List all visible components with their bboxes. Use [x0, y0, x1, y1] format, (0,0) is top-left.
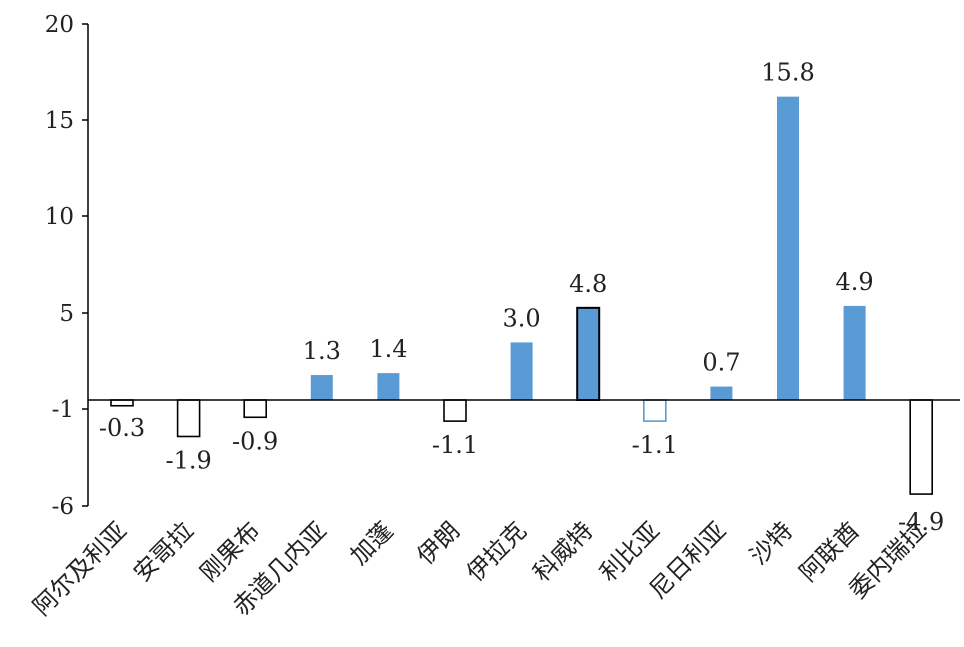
- data-label: 0.7: [702, 349, 740, 377]
- data-label: -1.9: [165, 446, 211, 474]
- bar: [710, 386, 733, 400]
- bar: [510, 342, 533, 400]
- data-label: -0.3: [99, 414, 145, 442]
- bar: [843, 305, 866, 400]
- category-label: 安哥拉: [128, 516, 199, 587]
- data-label: -1.1: [432, 431, 478, 459]
- category-label: 加蓬: [345, 516, 399, 570]
- bar: [443, 399, 467, 422]
- data-label: -1.1: [632, 431, 678, 459]
- y-tick-label: 20: [45, 12, 74, 38]
- data-label: 1.3: [303, 337, 341, 365]
- bar: [642, 399, 667, 422]
- data-label: 4.8: [569, 270, 607, 298]
- bar: [576, 306, 601, 401]
- category-label: 沙特: [745, 516, 799, 570]
- data-label: -0.9: [232, 427, 278, 455]
- y-tick-label: 5: [59, 301, 74, 327]
- data-label: 1.4: [369, 335, 407, 363]
- category-label: 伊拉克: [461, 516, 532, 587]
- bar: [377, 373, 400, 400]
- bar: [909, 399, 934, 495]
- data-label: 3.0: [503, 304, 541, 332]
- bar: [310, 375, 333, 400]
- bar: [110, 399, 134, 407]
- bar: [777, 96, 799, 400]
- data-labels: -0.3 -1.9 -0.9 1.3 1.4 -1.1 3.0 4.8 -1.1 0.7 15.8 4…: [99, 59, 944, 536]
- y-tick-label: 10: [45, 204, 74, 230]
- category-label: 阿尔及利亚: [28, 516, 133, 621]
- data-label: -4.9: [898, 508, 944, 536]
- y-tick-label: -6: [52, 494, 74, 520]
- y-axis: 20 15 10 5 -1 -6: [45, 12, 89, 520]
- bar: [243, 399, 267, 419]
- data-label: 15.8: [761, 59, 814, 87]
- y-tick-label: -1: [52, 397, 74, 423]
- data-label: 4.9: [836, 268, 874, 296]
- bars: [110, 96, 934, 495]
- category-label: 伊朗: [412, 516, 466, 570]
- y-tick-label: 15: [45, 108, 74, 134]
- category-label: 科威特: [528, 516, 599, 587]
- bar: [176, 399, 201, 438]
